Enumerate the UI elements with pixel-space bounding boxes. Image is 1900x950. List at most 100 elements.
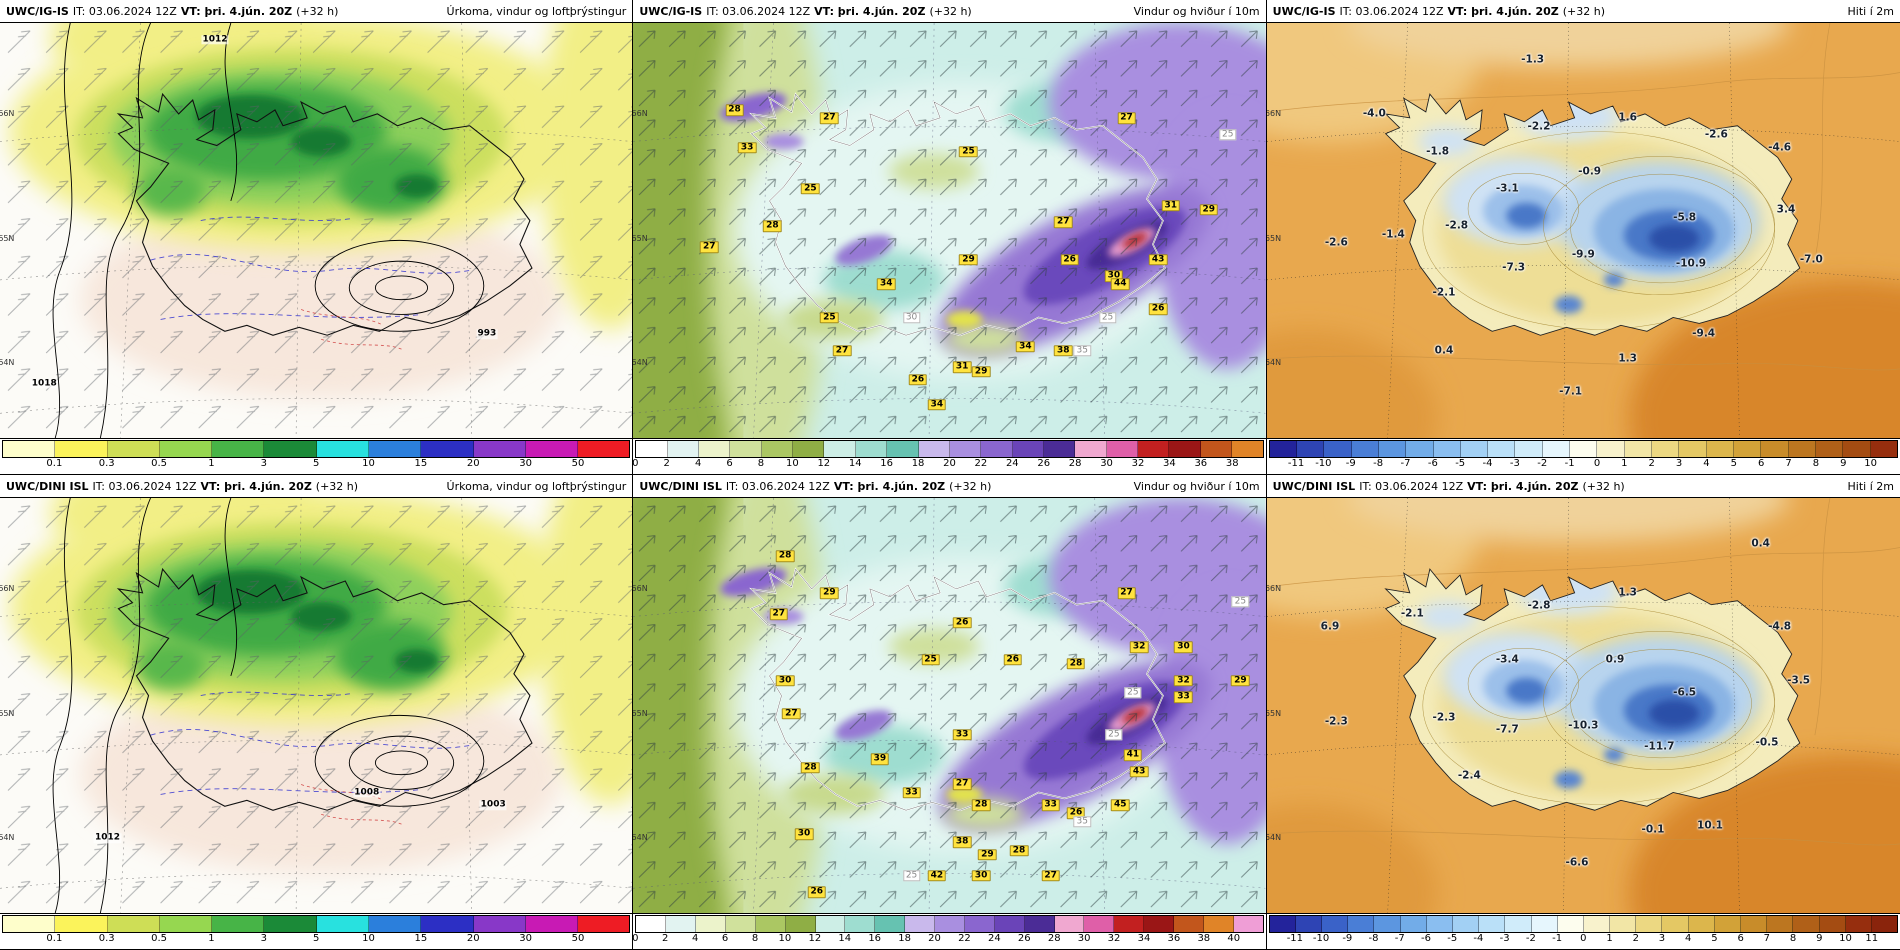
latitude-label: 66N: [0, 584, 15, 594]
colorbar-segment: [1843, 441, 1871, 457]
wind-gust-label: 28: [1066, 658, 1086, 670]
colorbar-segment: [473, 441, 526, 457]
colorbar-tick-label: 1: [208, 933, 215, 944]
colorbar-segment: [1200, 441, 1233, 457]
map-value-label: 25: [1105, 728, 1123, 741]
colorbar-segment: [316, 441, 369, 457]
colorbar-segment: [1144, 916, 1175, 932]
colorbar-segment: [905, 916, 936, 932]
colorbar-segment: [730, 441, 762, 457]
colorbar-tick-label: 10: [362, 458, 375, 469]
colorbar-segment: [1138, 441, 1170, 457]
map-value-label: 35: [1073, 345, 1091, 357]
colorbar-tick-label: 0.1: [46, 933, 63, 944]
colorbar-tick-label: -3: [1509, 458, 1520, 469]
colorbar-segment: [1610, 916, 1637, 932]
lead-time: (+32 h): [315, 479, 359, 493]
colorbar-tick-label: 3: [260, 458, 267, 469]
colorbar-segment: [1479, 916, 1506, 932]
map-value-label: 25: [1098, 311, 1117, 324]
colorbar-tick-label: 12: [808, 933, 822, 944]
temperature-label: 0.9: [1605, 653, 1625, 666]
colorbar-tick-label: 0: [1593, 458, 1601, 469]
temperature-label: 10.1: [1697, 819, 1723, 832]
latitude-label: 64N: [0, 358, 15, 368]
colorbar-segment: [793, 441, 825, 457]
temperature-label: 6.9: [1320, 620, 1340, 633]
colorbar-segment: [918, 441, 950, 457]
precip-map-igis[interactable]: 1012 993 1018 66N 65N 64N: [0, 22, 633, 439]
colorbar-tick-label: 20: [928, 933, 941, 944]
panel-title: Úrkoma, vindur og loftþrýstingur: [446, 479, 627, 493]
colorbar-tick-label: 22: [974, 458, 988, 469]
precip-colorbar: 0.1 0.3 0.5 1 3 5 10 15 20 30 50: [0, 914, 633, 949]
map-labels: 1012 993 1018 66N 65N 64N: [0, 23, 632, 438]
wind-gust-label: 26: [1060, 253, 1079, 266]
wind-gust-label: 26: [1148, 303, 1168, 316]
panel-header: UWC/DINI ISL IT: 03.06.2024 12Z VT: þri.…: [633, 475, 1266, 497]
model-name: UWC/IG-IS: [639, 4, 703, 18]
colorbar-segment: [761, 441, 794, 457]
colorbar-segment: [1348, 916, 1375, 932]
colorbar-segment: [1084, 916, 1115, 932]
pressure-label: 993: [476, 328, 498, 339]
colorbar-segment: [1741, 916, 1768, 932]
valid-time: VT: þri. 4.jún. 20Z: [814, 4, 926, 18]
colorbar-tick-label: 34: [1163, 458, 1176, 469]
colorbar-segment: [1845, 916, 1872, 932]
colorbar-segment: [1662, 916, 1689, 932]
wind-gust-label: 45: [1110, 799, 1130, 811]
wind-map-igis[interactable]: 28 33 27 25 27 25 25 28 27 27 31 29 29 26 34 30 43 44 25 30…: [633, 22, 1266, 439]
valid-time: VT: þri. 4.jún. 20Z: [1447, 4, 1559, 18]
colorbar-tick-label: -5: [1455, 458, 1466, 469]
temp-map-dini[interactable]: 0.4 -2.1 -2.8 1.3 -4.8 6.9 -3.4 0.9 -3.5 -2.3 -2.3…: [1266, 497, 1900, 914]
panel-header: UWC/DINI ISL IT: 03.06.2024 12Z VT: þri.…: [0, 475, 633, 497]
colorbar-segment: [1624, 441, 1653, 457]
colorbar-tick-label: 16: [868, 933, 882, 944]
panel-precip-igis: UWC/IG-IS IT: 03.06.2024 12Z VT: þri. 4.…: [0, 0, 634, 475]
colorbar-segment: [887, 441, 919, 457]
latitude-label: 66N: [633, 109, 648, 119]
lead-time: (+32 h): [949, 479, 992, 493]
temperature-label: -9.4: [1692, 327, 1716, 340]
colorbar-tick-label: -1: [1552, 933, 1563, 944]
colorbar-segment: [525, 441, 579, 457]
temperature-label: -6.6: [1565, 856, 1589, 869]
wind-gust-label: 31: [952, 361, 972, 374]
colorbar-segment: [578, 441, 630, 457]
temperature-label: 1.6: [1618, 111, 1637, 124]
latitude-label: 65N: [0, 233, 15, 243]
lead-time: (+32 h): [296, 4, 339, 18]
colorbar-segment: [636, 441, 668, 457]
wind-gust-label: 28: [725, 104, 744, 116]
temperature-label: -5.8: [1673, 211, 1697, 224]
colorbar-tick-label: 1: [208, 458, 215, 469]
colorbar-tick-label: -8: [1368, 933, 1379, 944]
colorbar-tick-label: -7: [1394, 933, 1405, 944]
colorbar-tick-label: -10: [1312, 933, 1330, 944]
model-name: UWC/IG-IS: [1272, 4, 1336, 18]
panel-title: Hiti í 2m: [1847, 4, 1894, 18]
temperature-label: -3.4: [1495, 653, 1519, 666]
colorbar-segment: [1295, 916, 1323, 932]
colorbar-tick-label: 40: [1227, 933, 1241, 944]
temp-map-igis[interactable]: -1.3 -4.0 -2.2 1.6 -2.6 -4.6 -1.8 -0.9 -3.1 -5.8 3…: [1266, 22, 1900, 439]
colorbar-segment: [1296, 441, 1325, 457]
colorbar-tick-label: 28: [1068, 458, 1082, 469]
colorbar-segment: [1024, 916, 1055, 932]
colorbar-segment: [316, 916, 369, 932]
colorbar-segment: [3, 441, 56, 457]
colorbar-tick-label: -2: [1537, 458, 1548, 469]
colorbar-segment: [1269, 441, 1297, 457]
colorbar-segment: [1767, 916, 1794, 932]
colorbar-segment: [1557, 916, 1584, 932]
map-value-label: 25: [902, 869, 921, 882]
valid-time: VT: þri. 4.jún. 20Z: [180, 4, 293, 18]
colorbar-tick-label: -8: [1373, 458, 1384, 469]
wind-gust-label: 27: [820, 112, 839, 125]
colorbar-tick-label: 38: [1225, 458, 1239, 469]
wind-map-dini[interactable]: 28 29 27 26 27 25 25 26 28 32 30 30 32 29 27 33 25 33 39 28…: [633, 497, 1266, 914]
precip-map-dini[interactable]: 1012 1008 1003 66N 65N 64N: [0, 497, 633, 914]
wind-gust-label: 29: [820, 587, 839, 600]
